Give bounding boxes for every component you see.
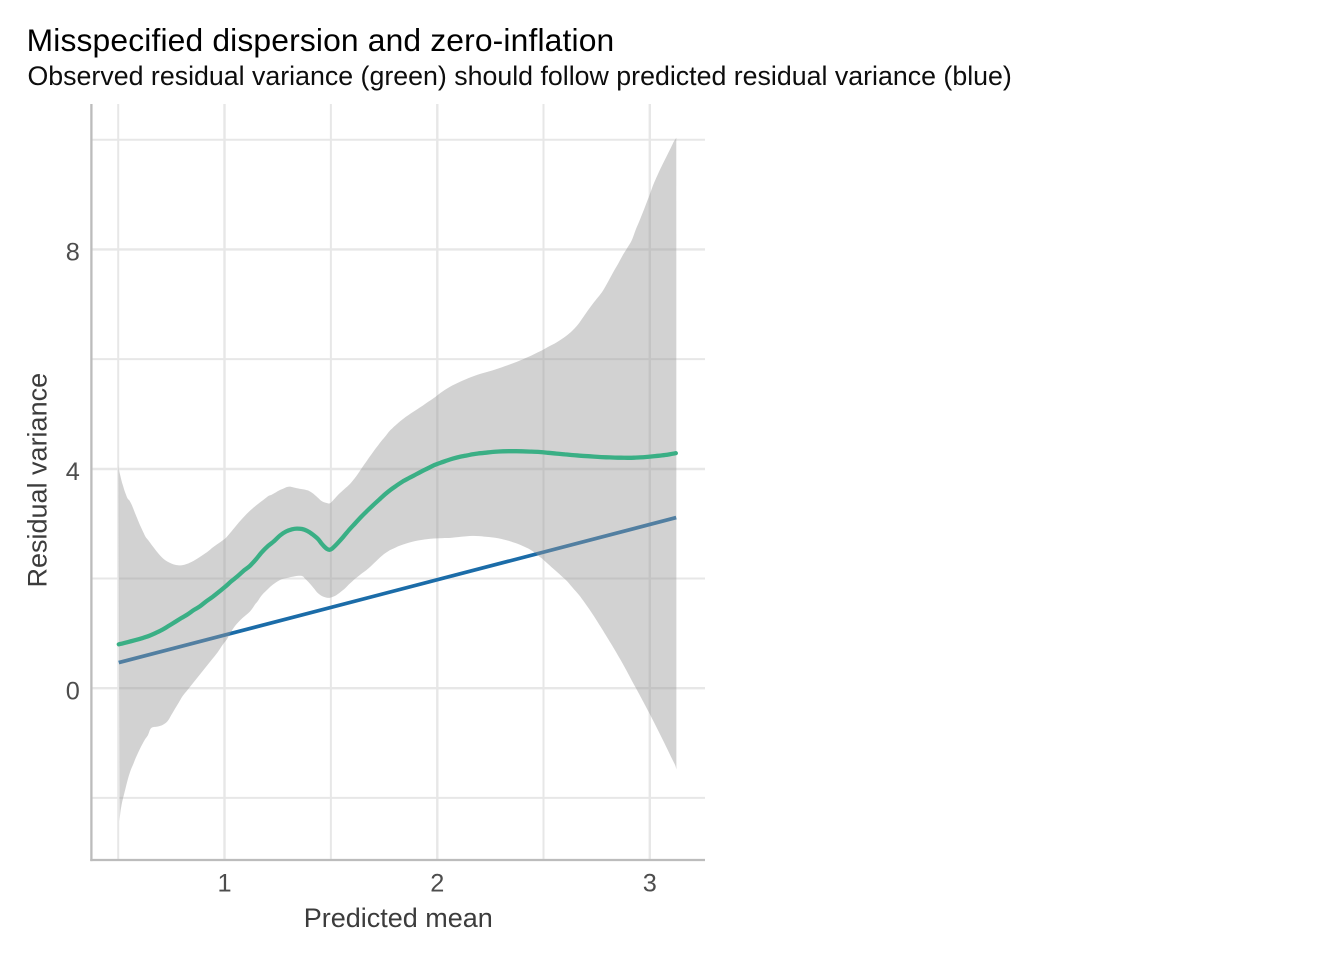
svg-text:2: 2 [430, 869, 444, 897]
svg-text:1: 1 [217, 869, 231, 897]
svg-text:8: 8 [66, 239, 80, 267]
svg-text:0: 0 [66, 677, 80, 705]
svg-text:4: 4 [66, 458, 80, 486]
svg-text:Misspecified dispersion and ze: Misspecified dispersion and zero-inflati… [27, 22, 615, 58]
svg-text:3: 3 [643, 869, 657, 897]
svg-text:Observed residual variance (gr: Observed residual variance (green) shoul… [28, 61, 1012, 91]
svg-text:Predicted mean: Predicted mean [304, 903, 493, 933]
svg-text:Residual variance: Residual variance [23, 373, 53, 588]
